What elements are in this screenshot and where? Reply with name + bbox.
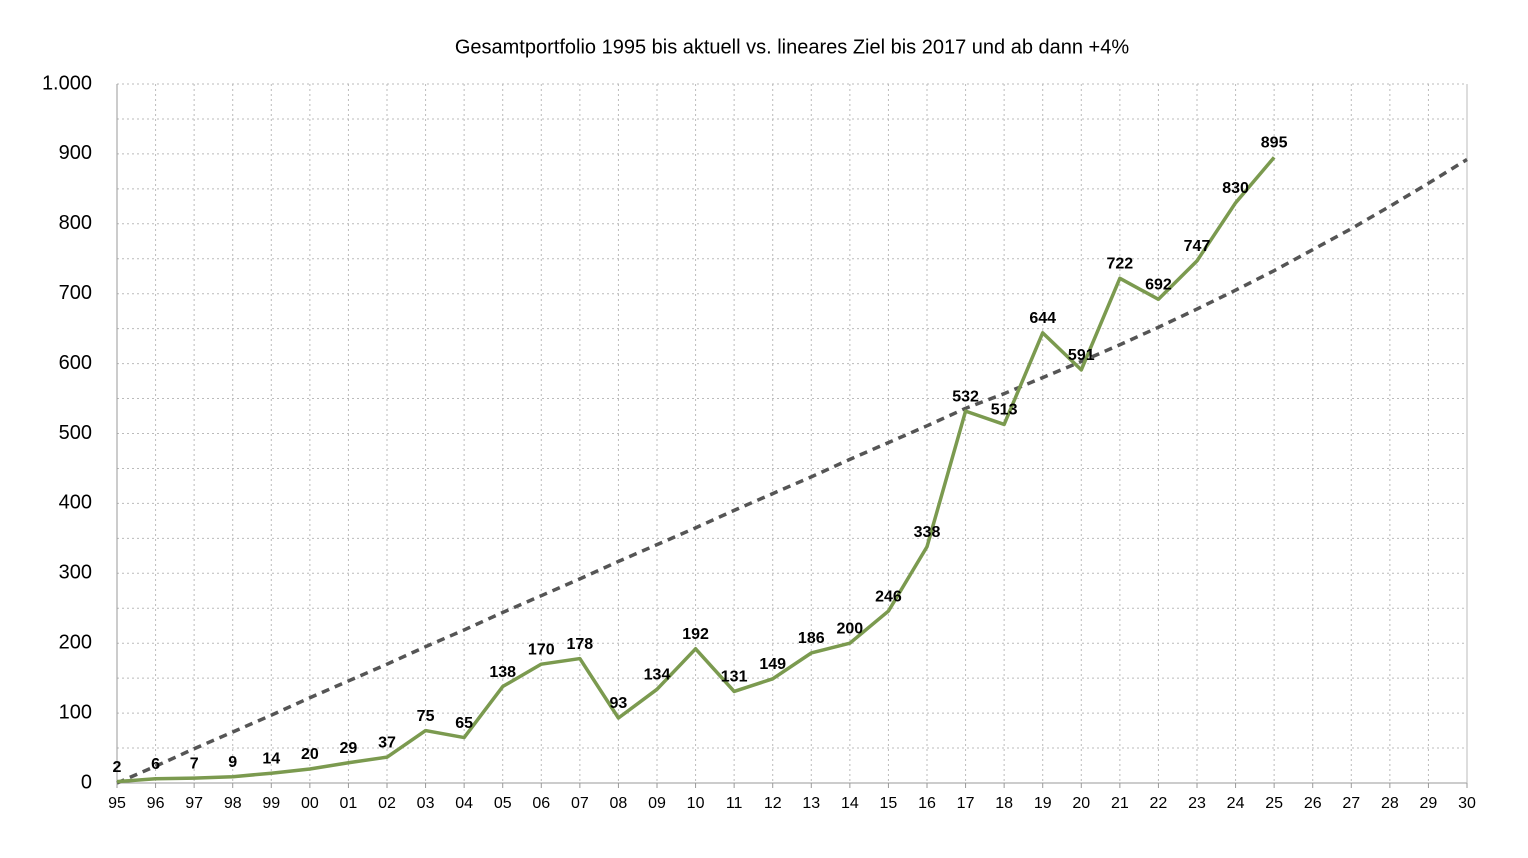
data-label: 14 bbox=[262, 750, 280, 767]
data-label: 186 bbox=[798, 630, 825, 647]
x-tick-label: 27 bbox=[1342, 795, 1360, 812]
data-label: 9 bbox=[228, 754, 237, 771]
data-label: 591 bbox=[1068, 347, 1095, 364]
data-label: 7 bbox=[190, 755, 199, 772]
data-label: 138 bbox=[489, 664, 516, 681]
x-tick-label: 06 bbox=[532, 795, 550, 812]
x-tick-label: 29 bbox=[1420, 795, 1438, 812]
x-tick-label: 30 bbox=[1458, 795, 1476, 812]
data-label: 170 bbox=[528, 641, 555, 658]
data-label: 747 bbox=[1184, 238, 1211, 255]
x-tick-label: 09 bbox=[648, 795, 666, 812]
x-tick-label: 97 bbox=[185, 795, 203, 812]
x-tick-label: 21 bbox=[1111, 795, 1129, 812]
y-tick-label: 200 bbox=[59, 631, 92, 653]
data-label: 20 bbox=[301, 746, 319, 763]
x-tick-label: 15 bbox=[880, 795, 898, 812]
data-label: 644 bbox=[1029, 310, 1056, 327]
x-tick-label: 96 bbox=[147, 795, 165, 812]
data-label: 895 bbox=[1261, 135, 1288, 152]
y-tick-label: 100 bbox=[59, 701, 92, 723]
data-label: 200 bbox=[837, 620, 864, 637]
x-tick-label: 20 bbox=[1072, 795, 1090, 812]
data-label: 37 bbox=[378, 734, 396, 751]
x-tick-label: 02 bbox=[378, 795, 396, 812]
data-label: 692 bbox=[1145, 277, 1172, 294]
data-label: 131 bbox=[721, 669, 748, 686]
data-label: 134 bbox=[644, 667, 671, 684]
x-tick-label: 16 bbox=[918, 795, 936, 812]
y-tick-label: 400 bbox=[59, 492, 92, 514]
x-tick-label: 25 bbox=[1265, 795, 1283, 812]
x-tick-label: 11 bbox=[726, 795, 743, 812]
data-label: 65 bbox=[455, 715, 473, 732]
x-tick-label: 23 bbox=[1188, 795, 1206, 812]
y-tick-label: 0 bbox=[81, 771, 92, 793]
x-tick-label: 00 bbox=[301, 795, 319, 812]
series-line bbox=[116, 156, 1276, 784]
x-tick-label: 98 bbox=[224, 795, 242, 812]
y-tick-label: 600 bbox=[59, 352, 92, 374]
data-label: 2 bbox=[113, 759, 122, 776]
x-tick-label: 12 bbox=[764, 795, 782, 812]
y-tick-label: 900 bbox=[59, 142, 92, 164]
y-tick-label: 800 bbox=[59, 212, 92, 234]
data-label: 75 bbox=[417, 708, 435, 725]
data-label: 192 bbox=[682, 626, 709, 643]
data-label: 149 bbox=[759, 656, 786, 673]
data-label: 246 bbox=[875, 588, 902, 605]
x-tick-label: 19 bbox=[1034, 795, 1052, 812]
x-tick-label: 99 bbox=[262, 795, 280, 812]
x-tick-label: 17 bbox=[957, 795, 975, 812]
x-tick-label: 03 bbox=[417, 795, 435, 812]
data-label: 513 bbox=[991, 402, 1018, 419]
data-label: 6 bbox=[151, 756, 160, 773]
x-tick-label: 28 bbox=[1381, 795, 1399, 812]
y-tick-label: 300 bbox=[59, 562, 92, 584]
chart-title: Gesamtportfolio 1995 bis aktuell vs. lin… bbox=[455, 36, 1130, 58]
data-label: 338 bbox=[914, 524, 941, 541]
x-tick-label: 14 bbox=[841, 795, 859, 812]
y-tick-label: 500 bbox=[59, 422, 92, 444]
x-tick-label: 26 bbox=[1304, 795, 1322, 812]
x-tick-label: 95 bbox=[108, 795, 126, 812]
y-tick-label: 700 bbox=[59, 282, 92, 304]
x-tick-label: 08 bbox=[610, 795, 628, 812]
x-tick-label: 18 bbox=[995, 795, 1013, 812]
data-label: 722 bbox=[1107, 256, 1134, 273]
x-tick-label: 24 bbox=[1227, 795, 1245, 812]
x-tick-label: 05 bbox=[494, 795, 512, 812]
x-tick-label: 22 bbox=[1150, 795, 1168, 812]
data-label: 29 bbox=[340, 740, 358, 757]
data-label: 93 bbox=[610, 695, 628, 712]
y-tick-label: 1.000 bbox=[42, 72, 92, 94]
x-tick-label: 07 bbox=[571, 795, 589, 812]
x-tick-label: 04 bbox=[455, 795, 473, 812]
data-label: 830 bbox=[1222, 180, 1249, 197]
x-tick-label: 13 bbox=[802, 795, 820, 812]
x-tick-label: 10 bbox=[687, 795, 705, 812]
x-tick-label: 01 bbox=[340, 795, 358, 812]
data-label: 532 bbox=[952, 388, 979, 405]
data-label: 178 bbox=[567, 636, 594, 653]
series-line bbox=[116, 158, 1468, 785]
